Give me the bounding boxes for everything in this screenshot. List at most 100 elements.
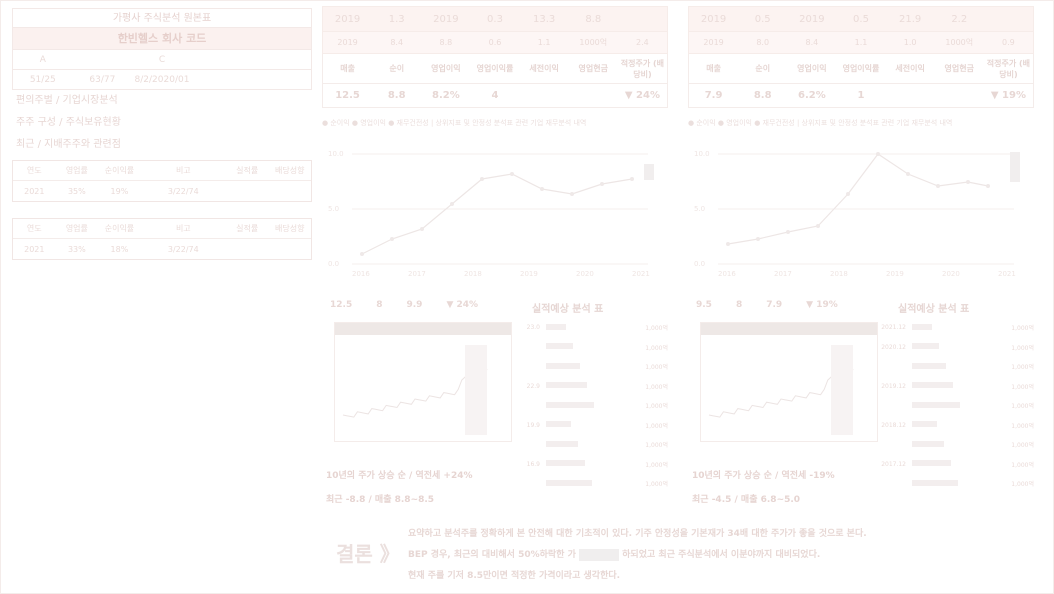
info-val: 8/2/2020/01	[134, 74, 190, 85]
data-point	[726, 242, 730, 246]
table-header: 연도	[26, 166, 42, 175]
list-bar	[546, 460, 612, 468]
list-date: 22.9	[526, 382, 540, 390]
conclusion-fragment: BEP 경우, 최근의 대비해서 50%하락한 가	[408, 550, 576, 560]
history-chart-thumbnail	[700, 322, 878, 442]
summary-subcell: 2019	[703, 38, 724, 47]
table-header: 배당성향	[275, 166, 305, 175]
list-bar	[912, 343, 978, 351]
redaction-box	[579, 548, 620, 561]
table-header: 순이익률	[104, 166, 135, 175]
data-point	[540, 187, 544, 191]
list-bar	[546, 362, 612, 371]
list-date: 23.0	[526, 324, 540, 332]
table-cell: 2021	[24, 186, 45, 196]
highlight-bar	[644, 164, 654, 180]
list-item: 1,000억	[512, 474, 668, 494]
conclusion-section: 결론 》 요약하고 분석주를 정확하게 본 안전해 대한 기초적이 있다. 기주…	[330, 522, 1030, 582]
table-cell: 19%	[110, 186, 129, 196]
list-item: 22.9 1,000억	[512, 377, 668, 397]
list-bar	[546, 479, 612, 488]
list-item: 16.9 1,000억	[512, 455, 668, 475]
list-amount: 1,000억	[1011, 344, 1034, 352]
list-bar	[546, 323, 612, 332]
history-svg	[708, 345, 854, 435]
conclusion-line: BEP 경우, 최근의 대비해서 50%하락한 가 하되었고 최근 주식분석에서…	[408, 545, 867, 566]
stat-row: 9.5 8 7.9 ▼ 19%	[696, 300, 838, 310]
list-amount: 1,000억	[645, 481, 668, 489]
table-cell: 35%	[67, 186, 86, 196]
summary-subcell: 1000억	[579, 38, 608, 47]
summary-cell: 8.8	[585, 13, 602, 25]
history-chart-thumbnail	[334, 322, 512, 442]
summary-subbar: 2019 8.4 8.8 0.6 1.1 1000억 2.4	[322, 32, 668, 54]
data-point	[390, 237, 394, 241]
summary-subcell: 8.4	[805, 38, 819, 47]
forecast-list: 23.0 1,000억 1,000억 1,000억 22.9 1,000억 1,000억 19…	[512, 318, 668, 494]
list-amount: 1,000억	[645, 461, 668, 469]
highlight-bar	[1010, 152, 1020, 182]
stock-name: 한빈헬스 회사 코드	[12, 28, 312, 50]
info-col: C	[158, 54, 166, 65]
history-svg	[342, 345, 488, 435]
stat-row: 12.5 8 9.9 ▼ 24%	[330, 300, 478, 310]
summary-subcell: 0.9	[1002, 38, 1015, 47]
list-item: 1,000억	[512, 435, 668, 455]
metric-value: 8.8	[753, 90, 772, 101]
summary-cell: 2019	[334, 13, 361, 25]
company-info-panel: 가평사 주식분석 원본표 한빈헬스 회사 코드 A C 51/25 63/77 …	[12, 8, 312, 260]
list-amount: 1,000억	[1011, 325, 1034, 333]
list-amount: 1,000억	[645, 422, 668, 430]
metric-header: 적정주가 (배당비)	[986, 58, 1031, 79]
chart-legend: ● 순이익 ● 영업이익 ● 재무건전성 | 상위지표 및 안정성 분석표 관련…	[688, 119, 953, 127]
x-tick-label: 2017	[408, 270, 426, 278]
summary-cell: 13.3	[533, 13, 556, 25]
list-item: 2020.12 1,000억	[878, 338, 1034, 358]
table-cell: 3/22/74	[167, 186, 199, 196]
list-date: 19.9	[526, 421, 540, 429]
summary-subcell: 8.4	[390, 38, 404, 47]
metric-header: 영업이익률	[842, 64, 880, 73]
list-bar-fill	[546, 362, 580, 369]
stock-block-2: 2019 0.5 2019 0.5 21.9 2.2 2019 8.0 8.4 1.1 1.0 100…	[688, 6, 1034, 505]
table-header-row: 연도 영업률 순이익률 비고 실적률 배당성향	[13, 161, 311, 181]
section-line: 최근 / 지배주주와 관련점	[16, 139, 121, 150]
y-tick-label: 10.0	[694, 150, 710, 158]
info-val: 51/25	[29, 74, 56, 85]
data-point	[816, 224, 820, 228]
history-line	[708, 368, 854, 418]
list-item: 1,000억	[512, 357, 668, 377]
info-value-row: 51/25 63/77 8/2/2020/01	[12, 70, 312, 90]
summary-subcell: 2.4	[636, 38, 649, 47]
metric-header: 매출	[706, 64, 721, 73]
metric-value: 8.2%	[431, 90, 460, 101]
chart-svg	[352, 153, 654, 265]
data-point	[966, 180, 970, 184]
summary-subcell: 8.8	[439, 38, 453, 47]
table-header: 영업률	[65, 224, 88, 233]
list-bar-fill	[912, 479, 958, 486]
list-bar-fill	[546, 421, 571, 428]
metrics-header-row: 매출 순이 영업이익 영업이익률 세전이익 영업현금 적정주가 (배당비)	[688, 54, 1034, 84]
conclusion-line: 요약하고 분석주를 정확하게 본 안전해 대한 기초적이 있다. 기주 안정성을…	[408, 529, 867, 539]
metric-value: 8.8	[387, 90, 406, 101]
table-header: 실적률	[236, 224, 259, 233]
metric-header: 세전이익	[529, 64, 559, 73]
price-line	[727, 153, 989, 245]
list-bar-fill	[546, 479, 592, 486]
list-amount: 1,000억	[1011, 364, 1034, 372]
list-bar-fill	[912, 362, 946, 369]
x-tick-label: 2018	[830, 270, 848, 278]
x-tick-label: 2019	[886, 270, 904, 278]
metrics-header-row: 매출 순이 영업이익 영업이익률 세전이익 영업현금 적정주가 (배당비)	[322, 54, 668, 84]
table-header-row: 연도 영업률 순이익률 비고 실적률 배당성향	[13, 219, 311, 239]
list-bar	[912, 323, 978, 332]
metric-header: 영업현금	[944, 64, 974, 73]
table-header: 영업률	[65, 166, 88, 175]
summary-cell: 1.3	[388, 13, 405, 25]
list-bar	[546, 421, 612, 429]
y-tick-label: 0.0	[328, 260, 340, 268]
data-point	[510, 172, 514, 176]
table-row: 2021 33% 18% 3/22/74	[13, 239, 311, 259]
financial-table-2: 연도 영업률 순이익률 비고 실적률 배당성향 2021 33% 18% 3/2…	[12, 218, 312, 260]
